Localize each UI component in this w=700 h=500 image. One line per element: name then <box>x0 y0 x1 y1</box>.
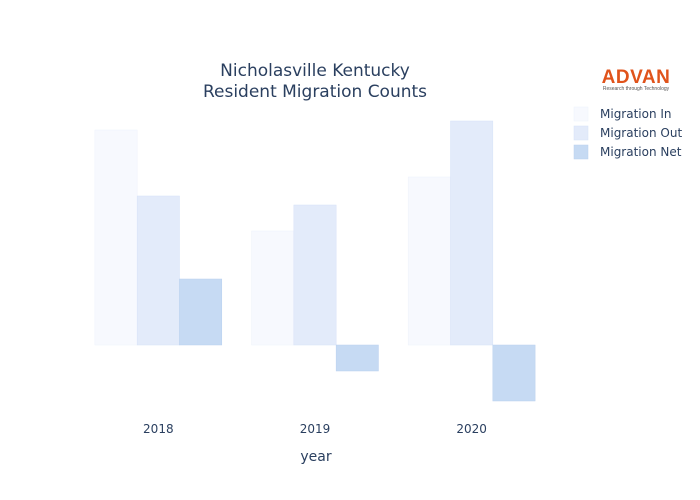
bar-migration-net-2020[interactable] <box>492 344 536 402</box>
bar-migration-in-2020[interactable] <box>407 176 451 346</box>
advan-logo: ADVAN Research through Technology <box>602 67 671 92</box>
x-tick-2019: 2019 <box>300 422 331 436</box>
legend[interactable]: Migration In Migration Out Migration Net <box>573 106 682 160</box>
legend-item-migration-in[interactable]: Migration In <box>573 106 672 122</box>
bar-migration-out-2018[interactable] <box>136 195 180 346</box>
legend-swatch <box>573 144 589 160</box>
legend-swatch <box>573 125 589 141</box>
bars-layer <box>94 120 536 402</box>
bar-migration-in-2019[interactable] <box>251 230 295 346</box>
legend-item-migration-out[interactable]: Migration Out <box>573 125 682 141</box>
bar-migration-net-2018[interactable] <box>179 278 223 346</box>
legend-label: Migration Out <box>600 126 682 140</box>
x-tick-2020: 2020 <box>456 422 487 436</box>
x-tick-2018: 2018 <box>143 422 174 436</box>
x-axis-ticks: 2018 2019 2020 <box>143 422 487 436</box>
chart-title-line-1: Nicholasville Kentucky <box>220 61 410 81</box>
logo-tagline: Research through Technology <box>603 86 670 92</box>
chart-title: Nicholasville Kentucky Resident Migratio… <box>203 61 427 102</box>
bar-migration-in-2018[interactable] <box>94 129 138 346</box>
x-axis-title: year <box>300 449 331 465</box>
bar-migration-out-2019[interactable] <box>293 204 337 346</box>
logo-text: ADVAN <box>602 67 671 88</box>
legend-swatch <box>573 106 589 122</box>
bar-migration-net-2019[interactable] <box>335 344 379 372</box>
legend-item-migration-net[interactable]: Migration Net <box>573 144 682 160</box>
chart-title-line-2: Resident Migration Counts <box>203 82 427 102</box>
legend-label: Migration Net <box>600 145 682 159</box>
bar-migration-out-2020[interactable] <box>450 120 494 346</box>
legend-label: Migration In <box>600 107 672 121</box>
